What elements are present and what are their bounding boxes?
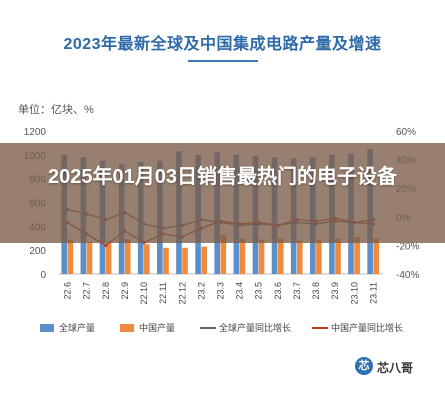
x-tick-label: 23.8 — [311, 282, 321, 300]
title-underline — [188, 60, 258, 62]
bar-china-output — [316, 239, 322, 274]
bar-china-output — [335, 238, 341, 274]
legend-swatch-global-output — [40, 324, 54, 332]
x-tick-label: 23.3 — [216, 282, 226, 300]
x-tick-label: 22.9 — [120, 282, 130, 300]
legend-line-china-growth — [312, 327, 328, 329]
x-tick-label: 23.10 — [349, 282, 359, 305]
bar-china-output — [124, 239, 131, 274]
bar-china-output — [182, 247, 188, 274]
bar-china-output — [239, 238, 246, 274]
overlay-banner — [0, 143, 445, 243]
bar-china-output — [144, 244, 150, 274]
bar-china-output — [105, 241, 112, 274]
x-tick-label: 22.12 — [177, 282, 187, 305]
brand-logo-icon: 芯 — [355, 357, 373, 375]
legend-label: 全球产量同比增长 — [219, 323, 292, 333]
unit-label: 单位：亿块、% — [18, 104, 94, 116]
x-tick-label: 23.4 — [235, 282, 245, 300]
chart-title: 2023年最新全球及中国集成电路产量及增速 — [63, 36, 382, 53]
bar-china-output — [296, 240, 303, 274]
legend-swatch-china-output — [120, 324, 134, 332]
left-axis-tick-label: 0 — [40, 270, 46, 281]
bar-china-output — [163, 247, 169, 274]
point-china-growth — [104, 243, 108, 247]
x-tick-label: 23.11 — [368, 282, 378, 304]
bar-china-output — [86, 241, 93, 274]
left-axis-tick-label: 1200 — [24, 127, 47, 138]
x-tick-label: 23.6 — [273, 282, 283, 300]
bar-china-output — [277, 238, 284, 274]
legend-label: 中国产量 — [139, 323, 176, 333]
x-tick-label: 22.6 — [63, 282, 73, 300]
x-tick-label: 23.9 — [330, 282, 340, 300]
left-axis-tick-label: 200 — [29, 246, 46, 257]
x-tick-label: 22.10 — [139, 282, 149, 305]
x-tick-label: 22.8 — [101, 282, 111, 300]
legend-label: 中国产量同比增长 — [331, 323, 404, 333]
bar-china-output — [354, 237, 360, 274]
x-tick-label: 23.5 — [254, 282, 264, 300]
right-axis-tick-label: 60% — [396, 127, 416, 138]
x-tick-label: 22.7 — [82, 282, 92, 300]
legend-label: 全球产量 — [59, 323, 96, 333]
bar-china-output — [220, 234, 227, 274]
x-tick-label: 22.11 — [158, 282, 168, 304]
overlay-headline: 2025年01月03日销售最热门的电子设备 — [48, 166, 397, 188]
legend: 全球产量 中国产量 全球产量同比增长 中国产量同比增长 — [40, 321, 420, 335]
bar-china-output — [258, 239, 265, 274]
right-axis-tick-label: -40% — [396, 270, 419, 281]
brand-name: 芯八哥 — [377, 361, 414, 375]
x-tick-label: 23.2 — [196, 282, 206, 300]
bar-china-output — [201, 246, 207, 274]
right-axis-tick-label: -20% — [396, 241, 419, 252]
legend-line-global-growth — [200, 327, 216, 329]
bar-china-output — [67, 239, 74, 274]
bar-china-output — [373, 238, 380, 274]
x-tick-label: 23.7 — [292, 282, 302, 300]
